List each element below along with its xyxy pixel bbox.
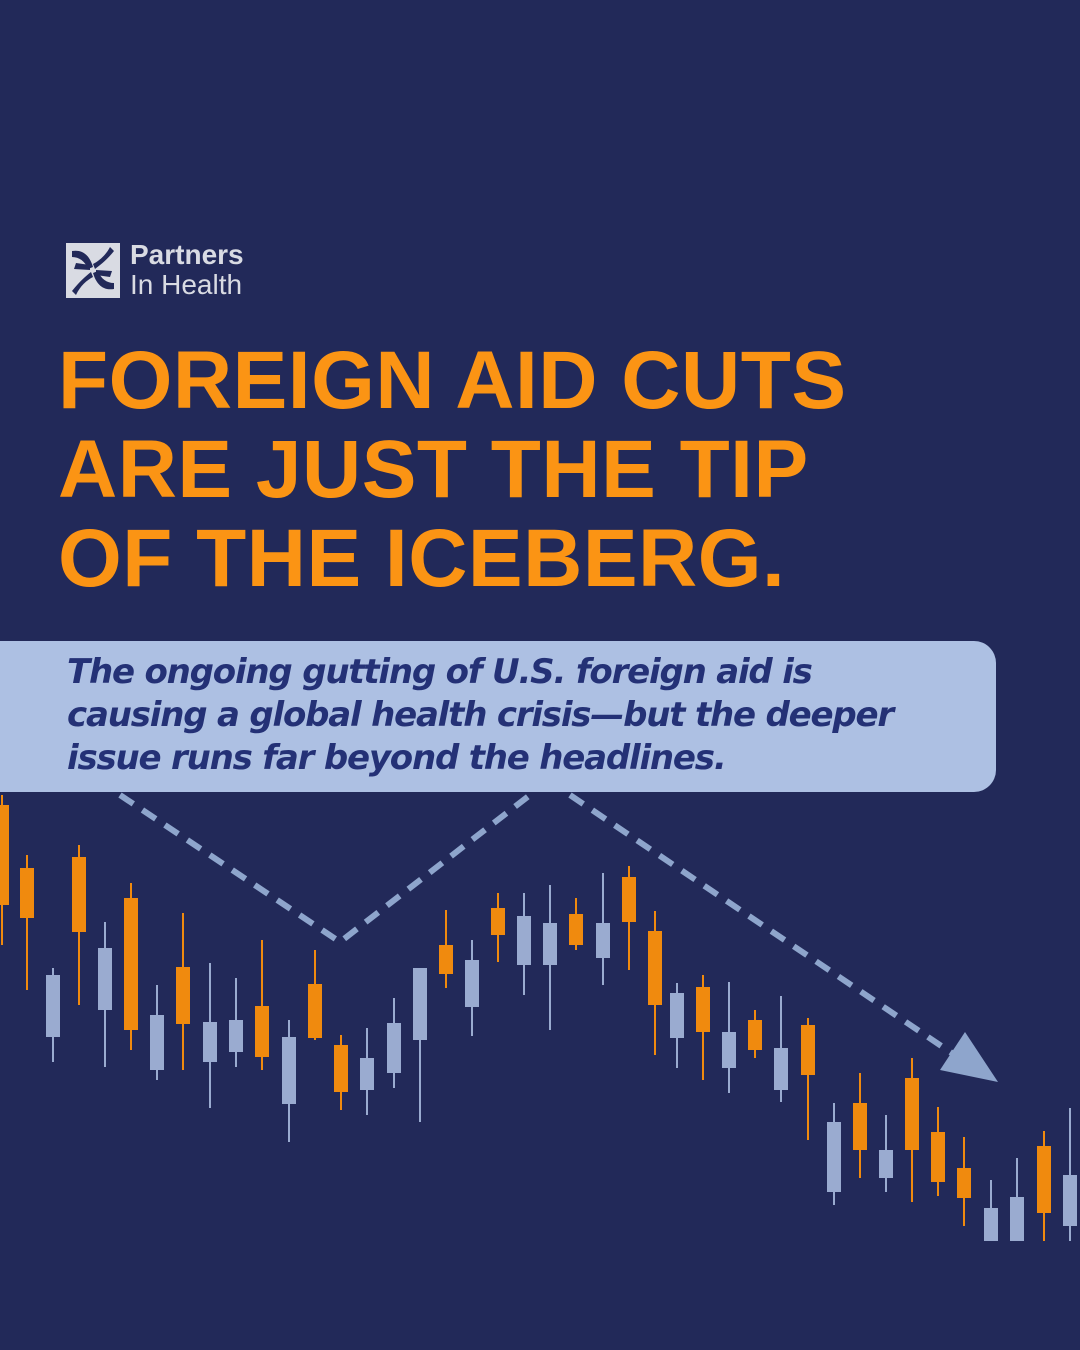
partners-in-health-logo: Partners In Health <box>66 240 244 300</box>
trend-arrow-dashed-line <box>118 792 532 946</box>
candle-body-orange <box>334 1045 348 1092</box>
subtitle-text: The ongoing gutting of U.S. foreign aid … <box>67 652 894 778</box>
candle-body-blue <box>879 1150 893 1178</box>
candle-body-blue <box>1010 1197 1024 1241</box>
candle-body-orange <box>957 1168 971 1198</box>
candle-body-orange <box>308 984 322 1038</box>
candle-body-blue <box>670 993 684 1038</box>
candle-body-orange <box>72 857 86 932</box>
candle-body-orange <box>124 898 138 1030</box>
candle-body-blue <box>98 948 112 1010</box>
headline-line-1: FOREIGN AID CUTS <box>58 335 847 426</box>
candles <box>0 795 1077 1241</box>
candle-body-orange <box>853 1103 867 1150</box>
candle-body-blue <box>465 960 479 1007</box>
candle-body-blue <box>150 1015 164 1070</box>
candle-body-blue <box>984 1208 998 1241</box>
candle-body-blue <box>387 1023 401 1073</box>
candle-body-orange <box>176 967 190 1024</box>
candle-body-blue <box>543 923 557 965</box>
arrowhead-icon <box>940 1032 998 1082</box>
candle-body-orange <box>1037 1146 1051 1213</box>
headline-line-3: OF THE ICEBERG. <box>58 513 786 604</box>
logo-text-in-health: In Health <box>130 269 243 300</box>
candle-body-orange <box>622 877 636 922</box>
candle-body-orange <box>20 868 34 918</box>
logo-text-partners: Partners <box>130 239 244 270</box>
candle-body-orange <box>801 1025 815 1075</box>
candle-body-orange <box>569 914 583 945</box>
candle-body-blue <box>517 916 531 965</box>
hands-logo-icon <box>66 242 120 298</box>
candle-body-blue <box>229 1020 243 1052</box>
candle-body-blue <box>774 1048 788 1090</box>
candle-body-blue <box>413 968 427 1040</box>
candle-body-blue <box>282 1037 296 1104</box>
candle-body-orange <box>696 987 710 1032</box>
headline: FOREIGN AID CUTS ARE JUST THE TIP OF THE… <box>58 336 847 603</box>
candle-body-blue <box>596 923 610 958</box>
subtitle-banner: The ongoing gutting of U.S. foreign aid … <box>0 641 996 792</box>
candle-body-orange <box>905 1078 919 1150</box>
candle-body-blue <box>360 1058 374 1090</box>
candle-body-blue <box>46 975 60 1037</box>
candle-body-blue <box>827 1122 841 1192</box>
candle-body-orange <box>439 945 453 974</box>
candle-body-orange <box>748 1020 762 1050</box>
candle-body-blue <box>722 1032 736 1068</box>
headline-line-2: ARE JUST THE TIP <box>58 424 809 515</box>
candle-body-orange <box>648 931 662 1005</box>
candle-body-orange <box>0 805 9 905</box>
candle-body-orange <box>491 908 505 935</box>
candle-body-orange <box>255 1006 269 1057</box>
candle-body-blue <box>1063 1175 1077 1226</box>
candle-body-blue <box>203 1022 217 1062</box>
candle-body-orange <box>931 1132 945 1182</box>
